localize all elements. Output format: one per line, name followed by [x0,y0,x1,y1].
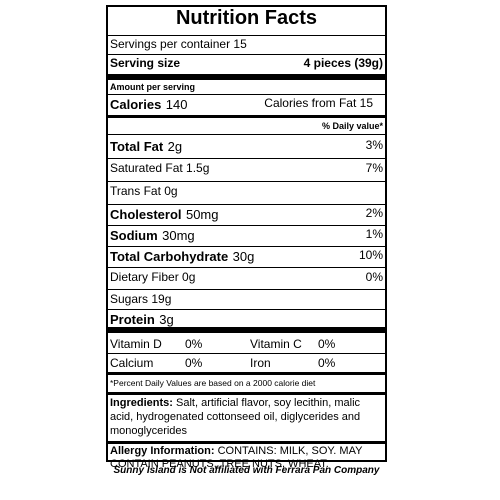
ingredients: Ingredients: Salt, artificial flavor, so… [110,396,383,438]
nutrient-daily-value: 10% [358,248,383,262]
nutrient-row-cholesterol: Cholesterol 50mg 2% [110,206,383,224]
nutrient-row-total-fat: Total Fat 2g 3% [110,138,383,156]
vitamin-value: 0% [318,337,336,351]
nutrient-label: Trans Fat 0g [110,184,178,198]
nutrient-daily-value: 3% [365,138,383,152]
medium-divider [108,441,385,444]
nutrient-amount: 50mg [185,207,219,222]
divider [108,204,385,205]
daily-value-header: % Daily value* [321,121,383,131]
allergy-information: Allergy Information: CONTAINS: MILK, SOY… [110,445,383,471]
nutrient-row-trans-fat: Trans Fat 0g [110,184,383,198]
nutrient-label: Total Carbohydrate [110,249,229,264]
nutrient-amount: 30mg [162,228,195,243]
divider [108,35,385,36]
nutrient-row-protein: Protein 3g [110,311,383,329]
ingredients-label: Ingredients: [110,397,173,409]
nutrient-daily-value: 1% [365,227,383,241]
divider [108,94,385,95]
divider [108,158,385,159]
nutrient-row-fiber: Dietary Fiber 0g 0% [110,270,383,284]
vitamin-label: Vitamin D [110,337,162,351]
calories-label: Calories [110,97,162,112]
nutrient-daily-value: 0% [365,270,383,284]
thick-divider [108,327,385,333]
vitamin-value: 0% [318,356,336,370]
amount-per-serving: Amount per serving [110,82,196,92]
allergy-label: Allergy Information: [110,445,215,457]
medium-divider [108,392,385,395]
nutrient-amount: 3g [159,312,174,327]
nutrient-row-saturated-fat: Saturated Fat 1.5g 7% [110,161,383,175]
divider [108,267,385,268]
nutrient-label: Dietary Fiber 0g [110,270,196,284]
nutrient-row-sodium: Sodium 30mg 1% [110,227,383,245]
servings-per-container: Servings per container 15 [110,37,247,51]
nutrition-label: Nutrition Facts Servings per container 1… [106,5,387,470]
nutrient-daily-value: 7% [365,161,383,175]
vitamin-value: 0% [185,337,203,351]
divider [108,353,385,354]
nutrient-row-carbohydrate: Total Carbohydrate 30g 10% [110,248,383,266]
nutrient-label: Saturated Fat 1.5g [110,161,210,175]
nutrient-label: Protein [110,312,155,327]
vitamin-label: Iron [250,356,271,370]
divider [108,225,385,226]
mineral-row: Calcium 0% Iron 0% [110,356,383,372]
footnote: *Percent Daily Values are based on a 200… [110,378,316,388]
serving-size-value: 4 pieces (39g) [303,56,383,70]
divider [108,54,385,55]
divider [108,289,385,290]
divider [108,181,385,182]
vitamin-label: Calcium [110,356,154,370]
serving-size-row: Serving size 4 pieces (39g) [110,56,383,70]
thick-divider [108,74,385,80]
nutrient-label: Sugars 19g [110,292,172,306]
ingredients-text: Salt, artificial flavor, soy lecithin, m… [110,397,361,437]
divider [108,246,385,247]
nutrient-label: Total Fat [110,139,164,154]
calories-row: Calories 140 Calories from Fat 15 [110,96,383,114]
medium-divider [108,372,385,375]
serving-size-label: Serving size [110,56,181,70]
vitamin-label: Vitamin C [250,337,302,351]
calories-value: 140 [165,97,188,112]
vitamin-value: 0% [185,356,203,370]
footer-disclaimer: Sunny Island is Not affiliated with Ferr… [113,465,380,476]
nutrient-label: Sodium [110,228,158,243]
vitamin-row: Vitamin D 0% Vitamin C 0% [110,337,383,353]
divider [108,134,385,135]
medium-divider [108,115,385,118]
nutrient-daily-value: 2% [365,206,383,220]
calories-from-fat: Calories from Fat 15 [264,96,373,110]
nutrient-amount: 2g [167,139,183,154]
label-title: Nutrition Facts [175,7,318,29]
divider [108,309,385,310]
nutrient-label: Cholesterol [110,207,182,222]
nutrient-amount: 30g [232,249,255,264]
nutrient-row-sugars: Sugars 19g [110,292,383,306]
allergy-text: CONTAINS: MILK, SOY. MAY CONTAIN PEANUTS… [110,445,363,470]
